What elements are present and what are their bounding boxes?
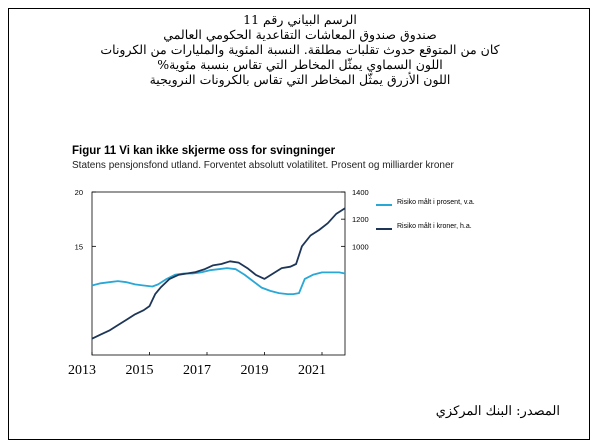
- plot-area-frame: [91, 191, 346, 356]
- legend-label-2: Risiko målt i kroner, h.a.: [397, 222, 472, 230]
- x-axis-tick-label: 2013: [68, 363, 96, 378]
- header-line-5: اللون الأزرق يمثّل المخاطر التي تقاس بال…: [149, 72, 451, 87]
- header-line-2: صندوق صندوق المعاشات التقاعدية الحكومي ا…: [163, 27, 437, 42]
- x-axis-tick-label: 2015: [126, 363, 154, 378]
- x-axis-tick-label: 2019: [241, 363, 269, 378]
- figure-frame: [8, 8, 590, 440]
- figure-subtitle: Statens pensjonsfond utland. Forventet a…: [72, 160, 454, 171]
- series-line-2: [91, 207, 346, 340]
- right-axis-tick-label: 1000: [352, 242, 369, 251]
- arabic-header: الرسم البياني رقم 11 صندوق صندوق المعاشا…: [20, 12, 580, 87]
- x-axis-tick-label: 2021: [298, 363, 326, 378]
- right-axis-tick-label: 1200: [352, 215, 369, 224]
- header-line-3: كان من المتوقع حدوث تقلبات مطلقة. النسبة…: [100, 42, 500, 57]
- x-axis-tick-label: 2017: [183, 363, 211, 378]
- header-line-1: الرسم البياني رقم 11: [243, 12, 357, 27]
- source-note: المصدر: البنك المركزي: [435, 404, 560, 419]
- figure-title: Figur 11 Vi kan ikke skjerme oss for svi…: [72, 145, 336, 157]
- header-line-4: اللون السماوي يمثّل المخاطر التي تقاس بن…: [157, 57, 443, 72]
- right-axis-tick-label: 1400: [352, 188, 369, 197]
- left-axis-tick-label: 20: [75, 188, 83, 197]
- legend-label-1: Risiko målt i prosent, v.a.: [397, 198, 475, 206]
- left-axis-tick-label: 15: [75, 242, 83, 251]
- series-line-1: [91, 267, 346, 296]
